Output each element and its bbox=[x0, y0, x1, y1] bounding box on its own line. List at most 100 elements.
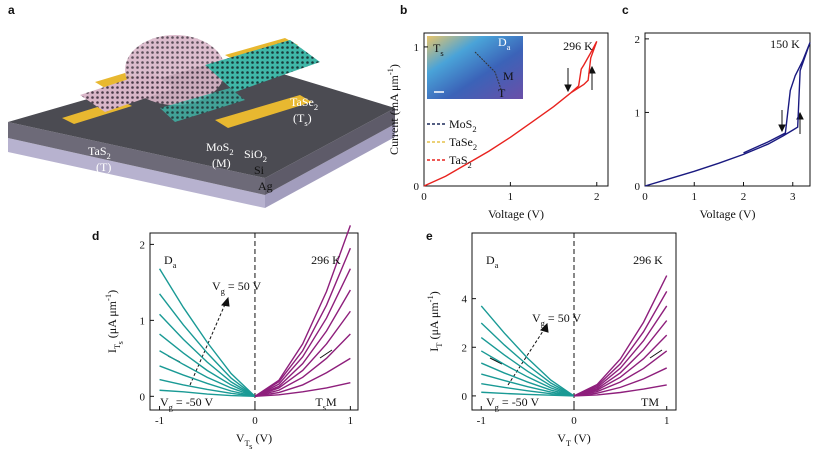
y-tick-label: 2 bbox=[140, 239, 146, 251]
y-tick-label: 1 bbox=[414, 42, 420, 54]
data-line bbox=[573, 350, 668, 397]
text-part: T bbox=[245, 438, 251, 448]
x-tick-label: 0 bbox=[421, 191, 427, 203]
text-part: V bbox=[160, 395, 169, 409]
device-label: (M) bbox=[212, 156, 231, 170]
text-part: = -50 V bbox=[173, 395, 214, 409]
text-part: T bbox=[434, 342, 444, 348]
device-label: (T) bbox=[96, 160, 111, 174]
x-tick-label: 1 bbox=[508, 191, 514, 203]
text-part: -1 bbox=[425, 295, 435, 302]
inset-outline bbox=[474, 51, 503, 93]
x-tick-label: -1 bbox=[155, 415, 164, 427]
legend-label: TaS2 bbox=[449, 153, 472, 170]
data-line bbox=[481, 391, 575, 397]
data-line bbox=[159, 313, 256, 397]
text-part: I bbox=[105, 349, 119, 353]
text-part: 2 bbox=[229, 147, 233, 157]
data-line bbox=[480, 350, 575, 397]
data-line bbox=[158, 268, 256, 397]
text-part: a bbox=[173, 260, 177, 270]
y-tick-label: 0 bbox=[414, 181, 420, 193]
text-part: D bbox=[164, 253, 173, 267]
data-line bbox=[573, 305, 668, 397]
device-label: TaSe2 bbox=[290, 95, 318, 112]
text-part: M bbox=[326, 395, 337, 409]
text-part: ) bbox=[427, 291, 441, 295]
text-part: 296 K bbox=[563, 39, 593, 53]
x-tick-label: 1 bbox=[692, 191, 698, 203]
y-axis-label: IT (μA μm-1) bbox=[425, 291, 444, 352]
text-part: T bbox=[112, 343, 122, 349]
text-part: TM bbox=[641, 395, 659, 409]
text-part: (μA μm bbox=[105, 300, 119, 341]
text-part: MoS bbox=[206, 140, 229, 154]
x-tick-label: 2 bbox=[741, 191, 747, 203]
text-part: Ag bbox=[258, 179, 273, 193]
text-part: 2 bbox=[314, 102, 318, 112]
panel-label: e bbox=[426, 229, 433, 243]
x-tick-label: -1 bbox=[477, 415, 486, 427]
annotation: Vg = 50 V bbox=[532, 311, 581, 328]
text-part: s bbox=[304, 118, 307, 128]
text-part: 296 K bbox=[311, 253, 341, 267]
device-label: SiO2 bbox=[244, 147, 267, 164]
annotation: Da bbox=[498, 35, 511, 52]
x-tick-label: 0 bbox=[252, 415, 258, 427]
text-part: (T) bbox=[96, 160, 111, 174]
text-part: a bbox=[507, 42, 511, 52]
text-part: V bbox=[557, 431, 566, 445]
x-axis-label: VTs (V) bbox=[236, 431, 272, 451]
annotation: 296 K bbox=[633, 253, 663, 267]
data-line bbox=[254, 381, 351, 398]
y-tick-label: 4 bbox=[462, 294, 468, 306]
text-part: 2 bbox=[263, 154, 267, 164]
annotation: M bbox=[503, 69, 514, 83]
annotation: 296 K bbox=[563, 39, 593, 53]
text-part: T bbox=[433, 41, 441, 55]
legend-label: MoS2 bbox=[449, 117, 477, 134]
text-part: -1 bbox=[103, 294, 113, 301]
text-part: V bbox=[486, 395, 495, 409]
data-line bbox=[159, 378, 256, 398]
device-label: (Ts) bbox=[293, 111, 312, 128]
data-line bbox=[254, 289, 351, 397]
y-tick-label: 2 bbox=[635, 34, 641, 46]
x-axis-label: Voltage (V) bbox=[699, 207, 755, 221]
data-line bbox=[254, 357, 351, 398]
text-part: 2 bbox=[107, 151, 111, 161]
text-part: ) bbox=[105, 290, 119, 294]
y-tick-label: 1 bbox=[140, 315, 146, 327]
annotation: Ts bbox=[433, 41, 444, 58]
y-axis-label: Current (mA μm-1) bbox=[385, 64, 401, 155]
text-part: s bbox=[249, 441, 252, 451]
text-part: = 50 V bbox=[545, 311, 582, 325]
data-line bbox=[480, 305, 575, 397]
annotation: Da bbox=[164, 253, 177, 270]
y-tick-label: 2 bbox=[462, 342, 468, 354]
text-part: T bbox=[566, 438, 572, 448]
panel-label: d bbox=[92, 229, 99, 243]
text-part: D bbox=[498, 35, 507, 49]
text-part: D bbox=[486, 253, 495, 267]
data-line bbox=[480, 322, 575, 397]
text-part: Voltage (V) bbox=[488, 207, 544, 221]
x-tick-label: 1 bbox=[664, 415, 670, 427]
text-part: TaSe bbox=[449, 135, 473, 149]
text-part: V bbox=[236, 431, 245, 445]
text-part: (M) bbox=[212, 156, 231, 170]
inset-image bbox=[427, 36, 523, 99]
data-line bbox=[423, 41, 598, 187]
x-axis-label: Voltage (V) bbox=[488, 207, 544, 221]
text-part: g bbox=[495, 402, 500, 412]
plot-frame bbox=[149, 232, 359, 411]
text-part: TaSe bbox=[290, 95, 314, 109]
x-tick-label: 1 bbox=[348, 415, 354, 427]
text-part: (V) bbox=[252, 431, 272, 445]
data-line bbox=[481, 383, 575, 397]
text-part: TaS bbox=[88, 144, 107, 158]
data-line bbox=[573, 320, 668, 397]
data-line bbox=[254, 333, 351, 398]
annotation: Vg = 50 V bbox=[212, 279, 261, 296]
